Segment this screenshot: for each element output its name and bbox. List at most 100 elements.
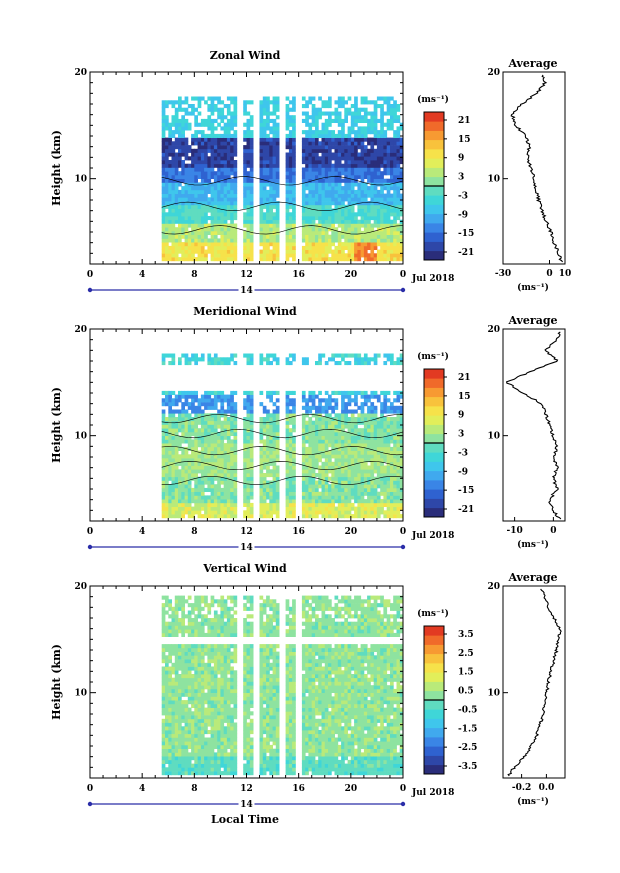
heat-cell [360,506,365,511]
date-axis-marker [400,544,406,550]
heat-cell [262,104,267,109]
heat-cell [363,234,368,239]
heat-cell [331,469,335,474]
heat-cell [305,510,309,515]
heat-cell [383,148,388,153]
heat-cell [213,439,218,444]
heat-cell [266,163,270,168]
heat-cell [213,458,218,463]
heat-cell [210,473,215,478]
heat-cell [226,424,231,429]
heat-cell [347,212,352,217]
heat-cell [272,424,277,429]
heat-cell [161,212,166,217]
contour-line [161,446,404,456]
heat-cell [174,208,179,213]
heat-cell [367,487,371,492]
heat-cell [376,160,381,165]
heat-cell [334,413,339,418]
heat-cell [386,435,391,440]
heat-cell [210,216,215,221]
heat-cell [200,413,205,418]
heat-cell [246,212,251,217]
heat-cell [321,428,326,433]
heat-cell [210,189,215,194]
heat-cell [292,390,296,395]
heat-cell [347,174,352,179]
heat-cell [285,487,290,492]
heat-cell [249,361,254,366]
heat-cell [390,160,394,165]
heat-cell [315,160,319,165]
heat-cell [161,454,166,459]
heat-cell [318,473,322,478]
heat-cell [233,152,238,157]
heat-cell [380,446,384,451]
heat-cell [204,234,208,239]
heat-cell [341,249,345,254]
heat-cell [223,458,228,463]
heat-cell [259,450,264,455]
heat-cell [370,484,375,489]
heat-cell [269,249,273,254]
heat-cell [178,201,182,206]
heat-cell [213,216,218,221]
heat-cell [386,245,391,250]
heat-cell [354,446,358,451]
heat-cell [386,428,391,433]
heat-cell [259,204,264,209]
heat-cell [373,186,378,191]
heat-cell [213,189,218,194]
heat-cell [376,197,381,202]
heat-cell [230,491,234,496]
heat-cell [292,182,296,187]
heat-cell [370,118,375,123]
heat-cell [181,390,185,395]
heat-cell [292,163,296,168]
heat-cell [301,361,306,366]
heat-cell [347,234,352,239]
heat-cell [204,204,208,209]
heat-cell [230,148,234,153]
heat-cell [204,163,208,168]
heat-cell [174,152,179,157]
heat-cell [376,216,381,221]
heat-cell [321,156,326,161]
heat-cell [207,137,212,142]
heat-cell [230,137,234,142]
heat-cell [376,446,381,451]
heat-cell [383,141,388,146]
heat-cell [373,458,378,463]
heat-cell [246,431,251,436]
heat-cell [204,249,208,254]
heat-cell [275,253,280,258]
heat-cell [262,234,267,239]
heat-cell [344,502,348,507]
heat-cell [305,506,309,511]
heat-cell [220,428,225,433]
heat-cell [370,458,375,463]
heat-cell [187,193,192,198]
heat-cell [207,420,212,425]
heat-cell [399,514,404,519]
heat-cell [269,160,273,165]
heat-cell [213,245,218,250]
heat-cell [308,424,313,429]
heat-cell [305,208,309,213]
heat-cell [174,189,179,194]
heat-cell [370,174,375,179]
heat-cell [259,141,264,146]
heat-cell [269,201,273,206]
heat-cell [357,152,362,157]
heat-cell [262,212,267,217]
heat-cell [266,249,270,254]
heat-cell [174,439,179,444]
heat-cell [259,454,264,459]
heat-cell [360,148,365,153]
heat-cell [341,130,345,135]
heat-cell [308,514,313,519]
heat-cell [184,495,189,500]
heat-cell [200,137,205,142]
heat-cell [301,495,306,500]
heat-cell [266,413,270,418]
